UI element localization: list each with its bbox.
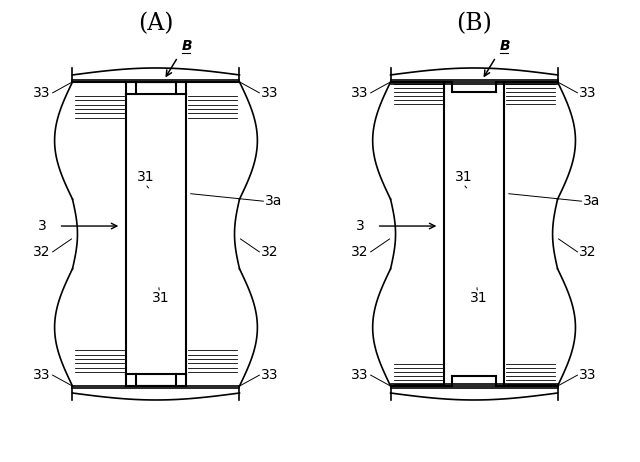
Text: 31: 31 (152, 291, 170, 305)
Text: 32: 32 (33, 245, 51, 259)
Text: 33: 33 (261, 86, 279, 100)
Text: 33: 33 (579, 368, 597, 382)
Text: 3a: 3a (584, 194, 601, 208)
Text: 3: 3 (356, 219, 365, 233)
Text: 3: 3 (38, 219, 47, 233)
Text: 32: 32 (261, 245, 279, 259)
Text: 32: 32 (579, 245, 597, 259)
Text: 32: 32 (351, 245, 369, 259)
Text: 33: 33 (351, 368, 369, 382)
Text: 3a: 3a (266, 194, 283, 208)
Text: (B): (B) (456, 12, 492, 35)
Text: B: B (500, 39, 511, 53)
Text: 31: 31 (455, 170, 473, 184)
Text: 33: 33 (33, 368, 51, 382)
Text: 33: 33 (351, 86, 369, 100)
Text: 31: 31 (470, 291, 488, 305)
Text: 33: 33 (261, 368, 279, 382)
Text: 33: 33 (33, 86, 51, 100)
Text: B: B (182, 39, 193, 53)
Text: (A): (A) (138, 12, 173, 35)
Text: 31: 31 (137, 170, 155, 184)
Text: 33: 33 (579, 86, 597, 100)
